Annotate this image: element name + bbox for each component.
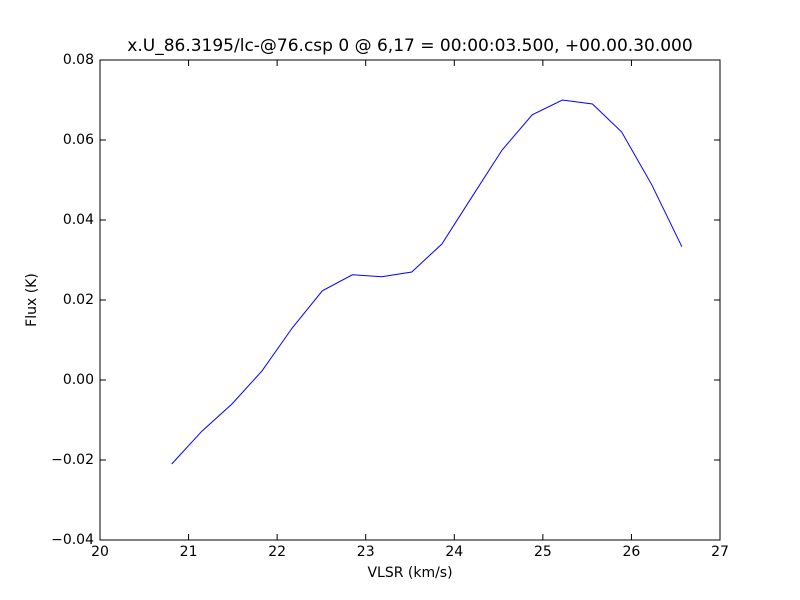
- x-tick-label: 27: [711, 544, 729, 560]
- plot-frame: [99, 59, 721, 541]
- x-tick-label: 25: [534, 544, 552, 560]
- y-tick-label: 0.00: [63, 372, 94, 388]
- y-tick-label: 0.04: [63, 212, 94, 228]
- chart-title: x.U_86.3195/lc-@76.csp 0 @ 6,17 = 00:00:…: [127, 36, 692, 56]
- y-axis-label: Flux (K): [24, 273, 40, 327]
- x-tick-label: 24: [445, 544, 463, 560]
- y-tick-label: 0.08: [63, 52, 94, 68]
- x-tick-label: 22: [268, 544, 286, 560]
- y-tick-label: −0.02: [51, 452, 94, 468]
- x-tick-label: 21: [180, 544, 198, 560]
- x-tick-label: 20: [91, 544, 109, 560]
- y-tick-label: 0.02: [63, 292, 94, 308]
- y-tick-label: −0.04: [51, 532, 94, 548]
- line-series: [171, 99, 683, 465]
- x-tick-label: 26: [623, 544, 641, 560]
- x-tick-label: 23: [357, 544, 375, 560]
- y-tick-label: 0.06: [63, 132, 94, 148]
- x-axis-label: VLSR (km/s): [367, 565, 452, 581]
